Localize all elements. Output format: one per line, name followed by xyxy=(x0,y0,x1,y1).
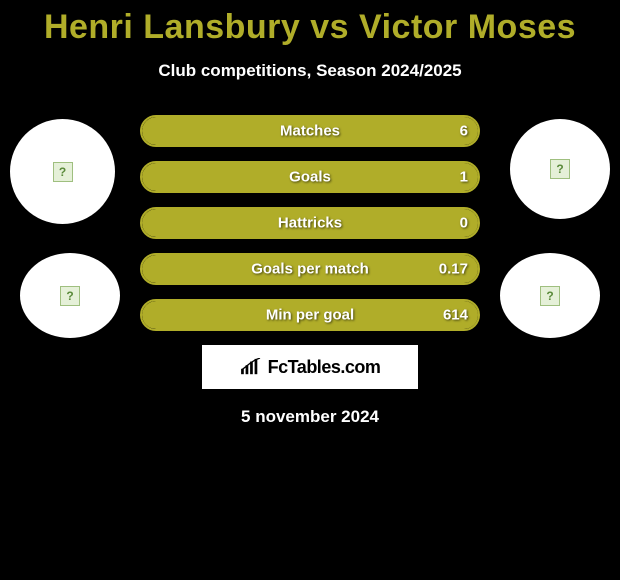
stat-label: Hattricks xyxy=(278,215,342,232)
stat-row-matches: Matches 6 xyxy=(140,115,480,147)
player2-club-avatar xyxy=(500,253,600,338)
date-label: 5 november 2024 xyxy=(0,407,620,427)
stat-row-goals: Goals 1 xyxy=(140,161,480,193)
stat-row-hattricks: Hattricks 0 xyxy=(140,207,480,239)
stat-value: 6 xyxy=(460,123,468,140)
stat-value: 0.17 xyxy=(439,261,468,278)
broken-image-icon xyxy=(540,286,560,306)
stat-label: Min per goal xyxy=(266,307,354,324)
stat-value: 614 xyxy=(443,307,468,324)
broken-image-icon xyxy=(60,286,80,306)
comparison-content: Matches 6 Goals 1 Hattricks 0 Goals per … xyxy=(0,115,620,427)
broken-image-icon xyxy=(550,159,570,179)
stat-label: Goals per match xyxy=(251,261,369,278)
stat-label: Goals xyxy=(289,169,331,186)
watermark-text: FcTables.com xyxy=(268,357,381,378)
player1-face-avatar xyxy=(10,119,115,224)
stat-bars: Matches 6 Goals 1 Hattricks 0 Goals per … xyxy=(140,115,480,331)
subtitle: Club competitions, Season 2024/2025 xyxy=(0,61,620,81)
stat-row-mpg: Min per goal 614 xyxy=(140,299,480,331)
page-title: Henri Lansbury vs Victor Moses xyxy=(0,0,620,47)
stat-value: 0 xyxy=(460,215,468,232)
stat-value: 1 xyxy=(460,169,468,186)
broken-image-icon xyxy=(53,162,73,182)
watermark-logo: FcTables.com xyxy=(202,345,418,389)
player1-club-avatar xyxy=(20,253,120,338)
bars-chart-icon xyxy=(240,358,262,376)
player2-face-avatar xyxy=(510,119,610,219)
stat-label: Matches xyxy=(280,123,340,140)
stat-row-gpm: Goals per match 0.17 xyxy=(140,253,480,285)
